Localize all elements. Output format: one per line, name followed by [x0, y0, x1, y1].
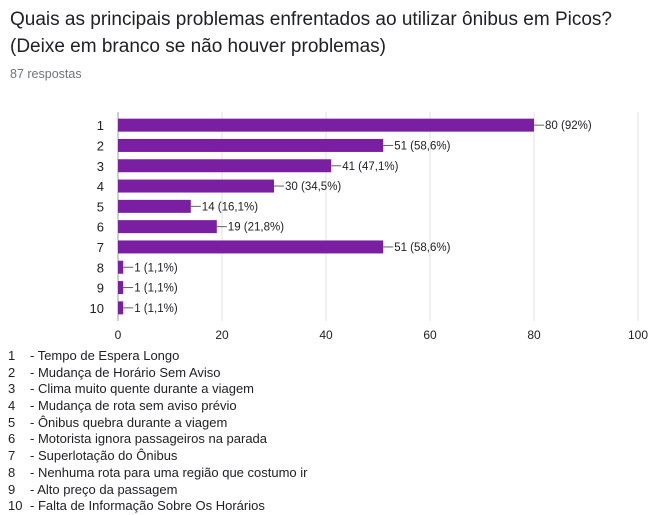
data-label: 80 (92%) [545, 120, 592, 132]
legend-item: 2 - Mudança de Horário Sem Aviso [8, 365, 307, 382]
legend-item-text: - Clima muito quente durante a viagem [30, 381, 255, 397]
data-label: 41 (47,1%) [342, 161, 398, 173]
legend-item: 10 - Falta de Informação Sobre Os Horário… [8, 498, 307, 515]
legend-item: 9 - Alto preço da passagem [8, 482, 307, 499]
legend-item-text: - Mudança de Horário Sem Aviso [30, 364, 221, 380]
y-category-label: 4 [97, 179, 104, 194]
bar-chart: 0 20 40 60 80 100 1 80 (92%) 2 51 (58,6%) 3 41 (47,… [90, 112, 648, 342]
bar [118, 260, 124, 274]
y-category-label: 8 [97, 260, 104, 275]
legend-item-number: 1 [8, 348, 16, 363]
bar [118, 240, 384, 254]
response-count: 87 respostas [10, 67, 82, 81]
data-label: 51 (58,6%) [394, 242, 450, 254]
data-label: 1 (1,1%) [134, 262, 178, 274]
bar [118, 118, 534, 132]
y-category-label: 7 [97, 240, 104, 255]
legend-item: 8 - Nenhuma rota para uma região que cost… [8, 465, 307, 482]
y-category-label: 5 [97, 199, 104, 214]
y-category-label: 6 [97, 220, 104, 235]
legend-item-number: 10 [8, 498, 23, 514]
question-title-line-2: (Deixe em branco se não houver problemas… [10, 36, 386, 57]
category-legend: 1 - Tempo de Espera Longo 2 - Mudança de Ho… [8, 348, 307, 515]
bar [118, 281, 124, 295]
legend-item-number: 6 [8, 431, 16, 447]
legend-item-number: 4 [8, 398, 16, 414]
legend-item: 3 - Clima muito quente durante a viagem [8, 381, 307, 398]
legend-item-number: 9 [8, 481, 16, 497]
question-title-line-1: Quais as principais problemas enfrentado… [10, 9, 612, 30]
legend-item-text: - Superlotação do Ônibus [30, 448, 178, 464]
data-label: 1 (1,1%) [134, 283, 178, 295]
legend-item-number: 3 [8, 381, 16, 397]
legend-item-number: 5 [8, 414, 16, 430]
x-tick-label: 40 [319, 328, 333, 342]
data-label: 19 (21,8%) [228, 222, 284, 234]
data-label: 30 (34,5%) [285, 181, 341, 193]
legend-item-text: - Alto preço da passagem [30, 481, 178, 497]
data-label: 1 (1,1%) [134, 303, 178, 315]
y-category-label: 1 [97, 118, 104, 133]
legend-item: 5 - Ônibus quebra durante a viagem [8, 415, 307, 432]
bar [118, 220, 217, 234]
bar [118, 179, 274, 193]
bar [118, 301, 124, 315]
legend-item: 7 - Superlotação do Ônibus [8, 448, 307, 465]
bar [118, 138, 384, 152]
legend-item-text: - Tempo de Espera Longo [30, 348, 180, 363]
x-tick-label: 0 [115, 328, 122, 342]
y-category-label: 9 [97, 281, 104, 296]
legend-item-text: - Motorista ignora passageiros na parada [30, 431, 268, 447]
legend-item-number: 7 [8, 448, 16, 464]
y-category-label: 2 [97, 138, 104, 153]
legend-item: 1 - Tempo de Espera Longo [8, 348, 307, 365]
legend-item: 4 - Mudança de rota sem aviso prévio [8, 398, 307, 415]
question-title: Quais as principais problemas enfrentado… [10, 6, 660, 60]
legend-item-text: - Falta de Informação Sobre Os Horários [30, 498, 265, 514]
bar [118, 199, 191, 213]
data-label: 14 (16,1%) [202, 201, 258, 213]
x-tick-label: 60 [423, 328, 437, 342]
legend-item: 6 - Motorista ignora passageiros na parad… [8, 431, 307, 448]
x-tick-label: 20 [215, 328, 229, 342]
legend-item-number: 2 [8, 364, 16, 380]
legend-item-text: - Mudança de rota sem aviso prévio [30, 398, 237, 414]
legend-item-text: - Ônibus quebra durante a viagem [30, 414, 228, 430]
bar [118, 159, 332, 173]
x-tick-label: 80 [527, 328, 541, 342]
legend-item-text: - Nenhuma rota para uma região que costu… [30, 464, 308, 480]
legend-item-number: 8 [8, 464, 16, 480]
y-category-label: 3 [97, 159, 104, 174]
x-tick-label: 100 [628, 328, 648, 342]
y-category-label: 10 [90, 301, 104, 316]
data-label: 51 (58,6%) [394, 140, 450, 152]
